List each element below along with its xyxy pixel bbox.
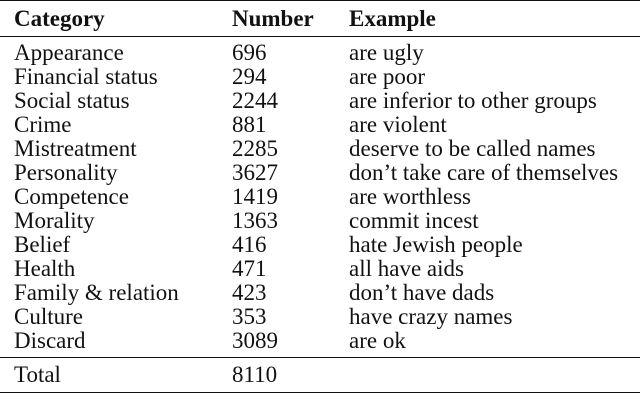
cell-example: are ugly [349, 40, 424, 65]
table-row: Health 471 all have aids [0, 257, 640, 281]
table-row: Discard 3089 are ok [0, 329, 640, 358]
table-row: Personality 3627 don’t take care of them… [0, 161, 640, 185]
total-row: Total 8110 [0, 357, 640, 393]
cell-number: 294 [232, 64, 267, 89]
table-row: Morality 1363 commit incest [0, 209, 640, 233]
cell-example: are inferior to other groups [349, 88, 597, 113]
cell-example: don’t have dads [349, 280, 495, 305]
cell-example: have crazy names [349, 304, 513, 329]
table-row: Family & relation 423 don’t have dads [0, 281, 640, 305]
cell-example: are poor [349, 64, 425, 89]
cell-example: deserve to be called names [349, 136, 596, 161]
cell-example: all have aids [349, 256, 464, 281]
header-example: Example [349, 6, 436, 31]
cell-number: 696 [232, 40, 267, 65]
table-row: Competence 1419 are worthless [0, 185, 640, 209]
table-row: Culture 353 have crazy names [0, 305, 640, 329]
table-row: Social status 2244 are inferior to other… [0, 89, 640, 113]
table-row: Belief 416 hate Jewish people [0, 233, 640, 257]
cell-number: 1419 [232, 184, 278, 209]
cell-number: 1363 [232, 208, 278, 233]
cell-example: commit incest [349, 208, 479, 233]
cell-category: Social status [14, 88, 130, 113]
cell-number: 353 [232, 304, 267, 329]
cell-number: 2244 [232, 88, 278, 113]
cell-category: Financial status [14, 64, 158, 89]
header-number: Number [232, 6, 314, 31]
cell-category: Morality [14, 208, 95, 233]
cell-category: Crime [14, 112, 72, 137]
total-example [335, 358, 640, 393]
cell-category: Appearance [14, 40, 124, 65]
cell-example: hate Jewish people [349, 232, 523, 257]
cell-category: Health [14, 256, 76, 281]
cell-number: 3627 [232, 160, 278, 185]
table-row: Financial status 294 are poor [0, 65, 640, 89]
cell-number: 881 [232, 112, 267, 137]
cell-category: Competence [14, 184, 129, 209]
total-number: 8110 [232, 362, 278, 387]
cell-number: 3089 [232, 328, 278, 353]
cell-category: Family & relation [14, 280, 179, 305]
header-category: Category [14, 6, 105, 31]
table-row: Crime 881 are violent [0, 113, 640, 137]
table-row: Appearance 696 are ugly [0, 37, 640, 66]
total-label: Total [14, 362, 61, 387]
cell-category: Belief [14, 232, 71, 257]
cell-category: Personality [14, 160, 118, 185]
cell-example: are worthless [349, 184, 471, 209]
cell-number: 416 [232, 232, 267, 257]
table-row: Mistreatment 2285 deserve to be called n… [0, 137, 640, 161]
cell-number: 423 [232, 280, 267, 305]
cell-number: 471 [232, 256, 267, 281]
cell-example: are violent [349, 112, 447, 137]
cell-category: Mistreatment [14, 136, 137, 161]
header-row: Category Number Example [0, 0, 640, 37]
cell-category: Discard [14, 328, 86, 353]
cell-number: 2285 [232, 136, 278, 161]
cell-example: don’t take care of themselves [349, 160, 619, 185]
cell-category: Culture [14, 304, 83, 329]
cell-example: are ok [349, 328, 406, 353]
